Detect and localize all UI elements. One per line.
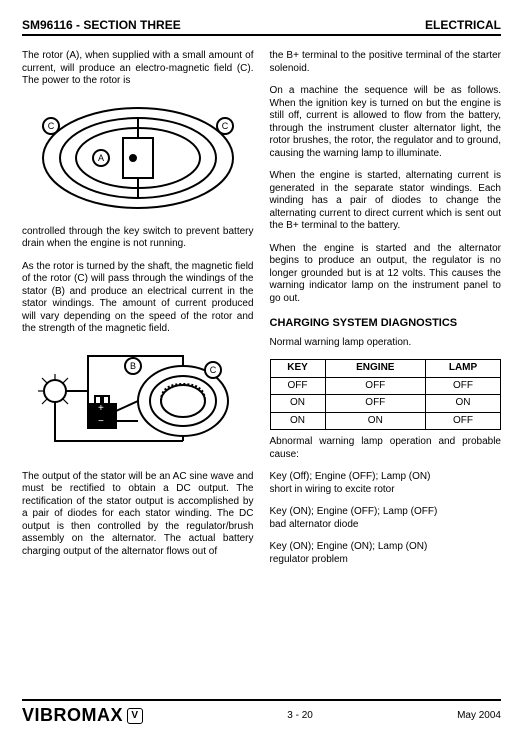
stator-circuit-svg: + − B C [33, 346, 243, 461]
brand-logo: VIBROMAX V [22, 705, 143, 726]
table-row: ON ON OFF [270, 412, 501, 430]
page-header: SM96116 - SECTION THREE ELECTRICAL [22, 18, 501, 36]
page-number: 3 - 20 [287, 710, 313, 721]
diag-line: Key (ON); Engine (OFF); Lamp (OFF) [270, 506, 438, 517]
diag-cause: bad alternator diode [270, 519, 359, 530]
para: As the rotor is turned by the shaft, the… [22, 261, 254, 336]
page-date: May 2004 [457, 710, 501, 721]
col-lamp: LAMP [426, 360, 501, 378]
svg-text:C: C [222, 121, 229, 131]
table-header-row: KEY ENGINE LAMP [270, 360, 501, 378]
cell: OFF [426, 377, 501, 395]
para: controlled through the key switch to pre… [22, 226, 254, 251]
para: On a machine the sequence will be as fol… [270, 85, 502, 160]
diag-cause: regulator problem [270, 554, 348, 565]
svg-text:A: A [98, 153, 104, 163]
normal-op-line: Normal warning lamp operation. [270, 337, 502, 350]
abnormal-line: Abnormal warning lamp operation and prob… [270, 436, 502, 461]
cell: ON [325, 412, 425, 430]
svg-text:B: B [130, 361, 136, 371]
svg-text:+: + [98, 403, 104, 414]
svg-text:C: C [210, 365, 217, 375]
table-row: ON OFF ON [270, 395, 501, 413]
diagnostics-table: KEY ENGINE LAMP OFF OFF OFF ON OFF ON ON [270, 359, 502, 430]
header-right: ELECTRICAL [425, 18, 501, 32]
table-row: OFF OFF OFF [270, 377, 501, 395]
cell: ON [270, 412, 325, 430]
figure-rotor-field: C C A [22, 98, 254, 216]
brand-text: VIBROMAX [22, 705, 123, 726]
para: The rotor (A), when supplied with a smal… [22, 50, 254, 88]
col-key: KEY [270, 360, 325, 378]
right-column: the B+ terminal to the positive terminal… [270, 50, 502, 576]
rotor-field-svg: C C A [33, 98, 243, 216]
cell: ON [270, 395, 325, 413]
para: When the engine is started, alternating … [270, 170, 502, 233]
figure-stator-circuit: + − B C [22, 346, 254, 461]
svg-text:−: − [98, 416, 104, 427]
diag-line: Key (ON); Engine (ON); Lamp (ON) [270, 541, 428, 552]
svg-text:C: C [48, 121, 55, 131]
para: When the engine is started and the alter… [270, 243, 502, 306]
cell: OFF [325, 377, 425, 395]
section-heading: CHARGING SYSTEM DIAGNOSTICS [270, 317, 502, 331]
diag-cause: short in wiring to excite rotor [270, 484, 395, 495]
diag-case-2: Key (ON); Engine (OFF); Lamp (OFF) bad a… [270, 506, 502, 531]
para: The output of the stator will be an AC s… [22, 471, 254, 559]
content-columns: The rotor (A), when supplied with a smal… [22, 50, 501, 576]
cell: OFF [325, 395, 425, 413]
cell: OFF [270, 377, 325, 395]
cell: OFF [426, 412, 501, 430]
left-column: The rotor (A), when supplied with a smal… [22, 50, 254, 576]
page-footer: VIBROMAX V 3 - 20 May 2004 [22, 699, 501, 726]
cell: ON [426, 395, 501, 413]
diag-case-1: Key (Off); Engine (OFF); Lamp (ON) short… [270, 471, 502, 496]
para: the B+ terminal to the positive terminal… [270, 50, 502, 75]
col-engine: ENGINE [325, 360, 425, 378]
brand-icon: V [127, 708, 143, 724]
diag-case-3: Key (ON); Engine (ON); Lamp (ON) regulat… [270, 541, 502, 566]
header-left: SM96116 - SECTION THREE [22, 18, 181, 32]
diag-line: Key (Off); Engine (OFF); Lamp (ON) [270, 471, 431, 482]
